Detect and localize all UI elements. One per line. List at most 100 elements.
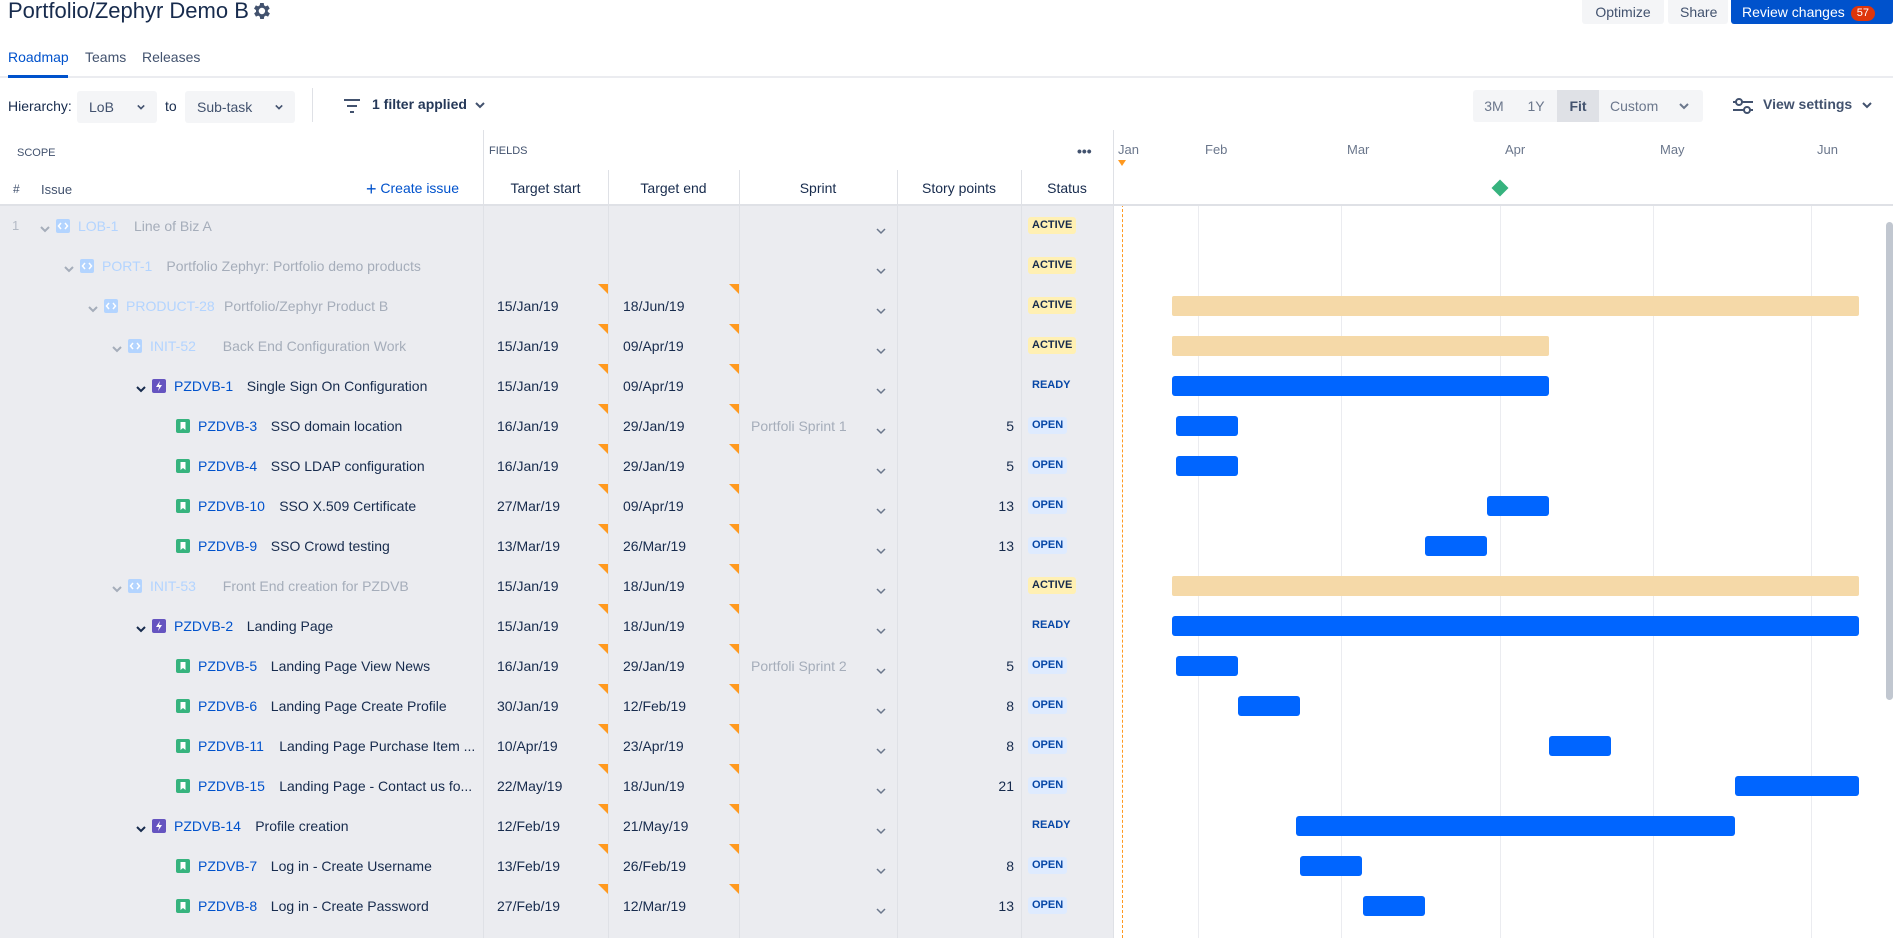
target-start-value[interactable]: 15/Jan/19 [497,578,559,594]
table-row[interactable]: PZDVB-11 Landing Page Purchase Item ... 10… [0,724,1893,766]
table-row[interactable]: PZDVB-8 Log in - Create Password 27/Feb/19… [0,884,1893,926]
target-end-value[interactable]: 18/Jun/19 [623,578,685,594]
gear-icon[interactable] [250,0,272,22]
chevron-down-icon[interactable] [876,582,886,595]
optimize-button[interactable]: Optimize [1582,0,1664,24]
chevron-down-icon[interactable] [136,621,146,633]
target-end-value[interactable]: 12/Feb/19 [623,698,687,714]
issue-key-link[interactable]: PZDVB-10 [198,498,265,514]
table-row[interactable]: PZDVB-3 SSO domain location 16/Jan/19 29/Ja… [0,404,1893,446]
chevron-down-icon[interactable] [876,462,886,475]
chevron-down-icon[interactable] [876,542,886,555]
target-start-value[interactable]: 30/Jan/19 [497,698,559,714]
issue-key-link[interactable]: INIT-52 [150,338,196,354]
story-points-heading[interactable]: Story points [922,180,996,196]
chevron-down-icon[interactable] [876,342,886,355]
zoom-1y-button[interactable]: 1Y [1515,90,1557,122]
story-points-value[interactable]: 8 [1006,698,1014,714]
target-start-value[interactable]: 15/Jan/19 [497,298,559,314]
chevron-down-icon[interactable] [876,822,886,835]
filter-icon[interactable] [344,99,360,113]
tab-roadmap[interactable]: Roadmap [8,49,69,65]
issue-key-link[interactable]: PZDVB-15 [198,778,265,794]
target-end-value[interactable]: 29/Jan/19 [623,418,685,434]
target-end-value[interactable]: 12/Mar/19 [623,898,687,914]
vertical-scrollbar[interactable] [1886,222,1893,700]
timeline-bar[interactable] [1176,456,1238,476]
zoom-3m-button[interactable]: 3M [1473,90,1515,122]
target-end-value[interactable]: 09/Apr/19 [623,498,684,514]
story-points-value[interactable]: 13 [998,898,1014,914]
target-end-value[interactable]: 09/Apr/19 [623,338,684,354]
lob-row[interactable]: 1 LOB-1 Line of Biz A ACTIVE [0,206,1893,246]
timeline-bar[interactable] [1363,896,1425,916]
story-points-value[interactable]: 8 [1006,738,1014,754]
table-row[interactable]: PZDVB-6 Landing Page Create Profile 30/Jan… [0,684,1893,726]
sliders-icon[interactable] [1733,98,1753,114]
story-points-value[interactable]: 5 [1006,418,1014,434]
target-start-heading[interactable]: Target start [510,180,581,196]
target-start-value[interactable]: 27/Mar/19 [497,498,561,514]
review-changes-button[interactable]: Review changes 57 [1731,0,1893,24]
table-row[interactable]: PZDVB-10 SSO X.509 Certificate 27/Mar/19 09… [0,484,1893,526]
timeline-bar[interactable] [1487,496,1549,516]
timeline-bar[interactable] [1549,736,1611,756]
create-issue-button[interactable]: + Create issue [366,180,459,198]
timeline-bar[interactable] [1176,656,1238,676]
target-end-value[interactable]: 26/Feb/19 [623,858,687,874]
hierarchy-to-select[interactable]: Sub-task [185,91,295,123]
zoom-custom-select[interactable]: Custom [1599,90,1703,122]
chevron-down-icon[interactable] [876,742,886,755]
issue-key-link[interactable]: PORT-1 [102,258,153,274]
epic-row[interactable]: PZDVB-1 Single Sign On Configuration 15/Ja… [0,364,1893,406]
issue-key-link[interactable]: PZDVB-2 [174,618,234,634]
product-row[interactable]: PRODUCT-28 Portfolio/Zephyr Product B 15/J… [0,284,1893,326]
chevron-down-icon[interactable] [876,382,886,395]
chevron-down-icon[interactable] [876,782,886,795]
target-start-value[interactable]: 16/Jan/19 [497,418,559,434]
target-start-value[interactable]: 15/Jan/19 [497,618,559,634]
timeline-bar[interactable] [1172,576,1859,596]
issue-key-link[interactable]: PZDVB-3 [198,418,258,434]
target-end-value[interactable]: 18/Jun/19 [623,778,685,794]
chevron-down-icon[interactable] [136,821,146,833]
zoom-fit-button[interactable]: Fit [1557,90,1599,122]
timeline-bar[interactable] [1238,696,1300,716]
epic-row[interactable]: PZDVB-14 Profile creation 12/Feb/19 21/May/… [0,804,1893,846]
target-start-value[interactable]: 10/Apr/19 [497,738,558,754]
target-end-value[interactable]: 09/Apr/19 [623,378,684,394]
timeline-bar[interactable] [1172,296,1859,316]
target-start-value[interactable]: 12/Feb/19 [497,818,561,834]
chevron-down-icon[interactable] [876,702,886,715]
chevron-down-icon[interactable] [64,261,74,273]
timeline-bar[interactable] [1172,616,1859,636]
portfolio-row[interactable]: PORT-1 Portfolio Zephyr: Portfolio demo p… [0,246,1893,286]
timeline-bar[interactable] [1176,416,1238,436]
chevron-down-icon[interactable] [112,581,122,593]
chevron-down-icon[interactable] [876,502,886,515]
target-end-value[interactable]: 21/May/19 [623,818,689,834]
hierarchy-from-select[interactable]: LoB [77,91,157,123]
target-end-value[interactable]: 29/Jan/19 [623,658,685,674]
timeline-bar[interactable] [1300,856,1362,876]
story-points-value[interactable]: 5 [1006,658,1014,674]
sprint-value[interactable]: Portfoli Sprint 1 [751,418,847,434]
target-end-value[interactable]: 23/Apr/19 [623,738,684,754]
issue-key-link[interactable]: PRODUCT-28 [126,298,215,314]
target-start-value[interactable]: 16/Jan/19 [497,458,559,474]
issue-key-link[interactable]: PZDVB-4 [198,458,258,474]
chevron-down-icon[interactable] [876,302,886,315]
issue-key-link[interactable]: PZDVB-7 [198,858,258,874]
tab-releases[interactable]: Releases [142,49,201,65]
target-end-value[interactable]: 26/Mar/19 [623,538,687,554]
issue-key-link[interactable]: PZDVB-8 [198,898,258,914]
chevron-down-icon[interactable] [876,422,886,435]
share-button[interactable]: Share [1668,0,1728,24]
timeline-bar[interactable] [1172,376,1549,396]
story-points-value[interactable]: 8 [1006,858,1014,874]
epic-row[interactable]: PZDVB-2 Landing Page 15/Jan/19 18/Jun/19 REA… [0,604,1893,646]
issue-key-link[interactable]: PZDVB-9 [198,538,258,554]
initiative-row[interactable]: INIT-53 Front End creation for PZDVB 15/Ja… [0,564,1893,606]
issue-key-link[interactable]: PZDVB-5 [198,658,258,674]
timeline-bar[interactable] [1735,776,1859,796]
